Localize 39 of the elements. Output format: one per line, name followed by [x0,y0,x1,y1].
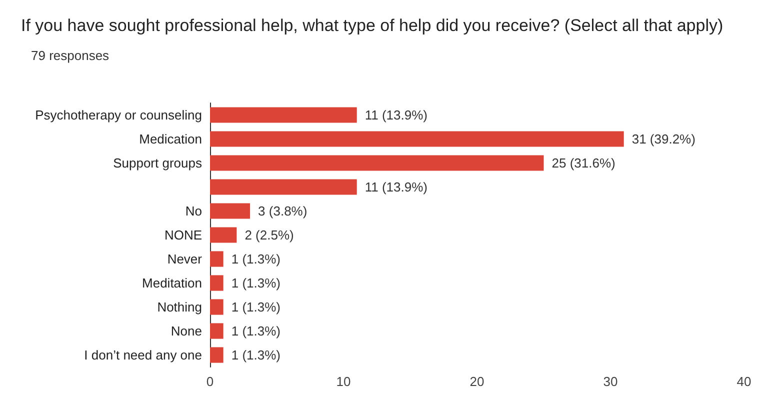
data-label: 1 (1.3%) [231,300,280,314]
x-tick-label: 40 [736,374,752,389]
bar [210,227,237,243]
y-tick-label: Medication [139,132,202,146]
data-label: 1 (1.3%) [231,324,280,338]
x-tick-label: 20 [470,374,484,389]
y-tick-label: Psychotherapy or counseling [35,108,202,122]
data-label: 1 (1.3%) [231,252,280,266]
y-tick-label: None [170,324,202,338]
data-label: 1 (1.3%) [231,276,280,290]
data-label: 2 (2.5%) [244,228,294,242]
y-tick-label: Support groups [113,156,202,170]
bar [210,203,250,219]
bar [210,179,357,195]
data-label: 11 (13.9%) [364,108,428,122]
bar [210,131,624,147]
data-label: 1 (1.3%) [231,348,280,362]
data-label: 25 (31.6%) [552,156,616,170]
x-tick-label: 30 [603,374,618,389]
y-tick-label: Never [167,252,203,266]
data-label: 3 (3.8%) [258,204,308,218]
y-tick-label: NONE [164,228,202,242]
bar [210,299,224,315]
y-tick-label: No [185,204,202,218]
bar [210,275,224,291]
bar [210,323,224,339]
bar [210,107,357,123]
x-tick-label: 0 [206,374,214,389]
data-label: 11 (13.9%) [364,180,428,194]
text: 79 responses [31,48,110,63]
y-tick-label: Nothing [157,300,202,314]
x-tick-label: 10 [336,374,351,389]
bar [210,347,224,363]
bar [210,155,544,171]
bar [210,251,224,267]
y-tick-label: I don’t need any one [84,348,202,362]
data-label: 31 (39.2%) [632,132,696,146]
y-tick-label: Meditation [142,276,202,290]
chart-title: If you have sought professional help, what type of help did you receive? (Select all that apply) [21,16,724,35]
